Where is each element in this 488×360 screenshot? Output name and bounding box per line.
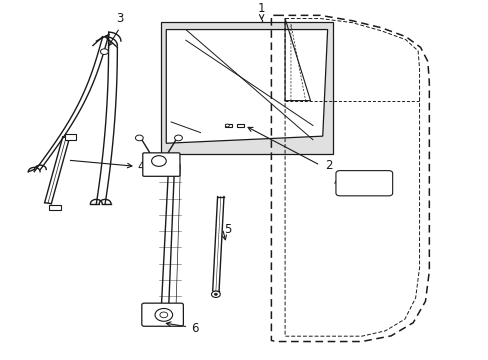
Bar [161,22,332,154]
Bar [64,134,76,140]
Circle shape [174,135,182,141]
Text: 6: 6 [190,321,198,334]
Circle shape [155,309,172,321]
Bar [224,124,232,127]
Circle shape [151,156,166,166]
Text: 4: 4 [137,160,144,173]
Circle shape [100,49,108,54]
Polygon shape [166,30,327,143]
Bar [49,205,61,210]
Circle shape [225,124,229,127]
Circle shape [135,135,143,141]
FancyBboxPatch shape [335,171,392,196]
Circle shape [214,293,217,295]
Text: 1: 1 [257,3,265,15]
Text: 3: 3 [116,12,123,25]
FancyBboxPatch shape [142,153,180,176]
Text: 5: 5 [224,223,231,236]
Text: 2: 2 [325,159,332,172]
FancyBboxPatch shape [142,303,183,326]
Circle shape [160,312,167,318]
Circle shape [211,291,220,297]
Bar [237,124,244,127]
